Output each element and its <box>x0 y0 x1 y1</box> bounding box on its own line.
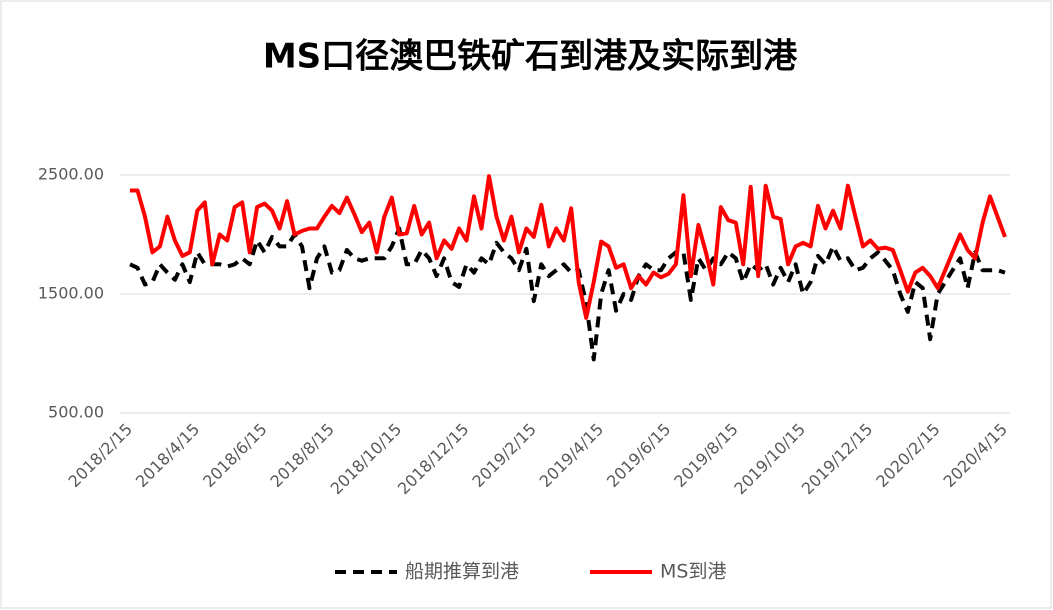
y-tick-label: 1500.00 <box>38 284 104 303</box>
series-line <box>130 174 1007 320</box>
series-line <box>129 226 1006 362</box>
y-tick-label: 2500.00 <box>38 165 104 184</box>
legend-label: 船期推算到港 <box>405 561 519 583</box>
legend-label: MS到港 <box>660 561 726 583</box>
chart-title: MS口径澳巴铁矿石到港及实际到港 <box>263 37 798 77</box>
y-tick-label: 500.00 <box>48 403 104 422</box>
